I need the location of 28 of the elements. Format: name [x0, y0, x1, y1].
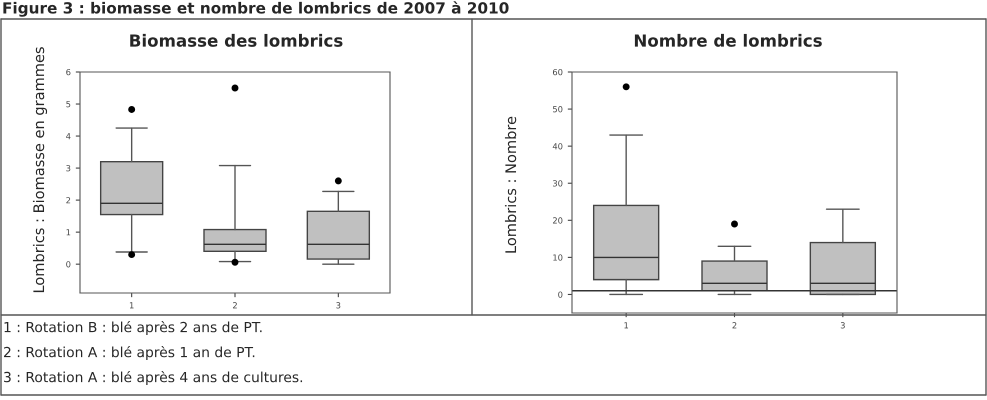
- y-tick-label: 50: [553, 106, 562, 112]
- y-tick-label: 10: [553, 254, 562, 261]
- x-tick-label: 2: [732, 322, 736, 328]
- x-tick-label: 1: [130, 302, 134, 308]
- y-tick-label: 1: [66, 229, 70, 236]
- y-axis-title: Lombrics : Biomasse en grammes: [32, 47, 48, 292]
- y-tick-label: 60: [552, 68, 562, 76]
- y-tick-label: 0: [558, 291, 562, 298]
- y-tick-label: 2: [66, 197, 70, 204]
- text: 2 : Rotation A : blé après 1 an de PT.: [4, 346, 254, 360]
- caption: Figure 3 : biomasse et nombre de lombrics de 2007 à 2010: [3, 1, 509, 17]
- x-tick-label: 1: [624, 322, 628, 328]
- x-tick-label: 2: [232, 302, 237, 308]
- y-tick-label: 30: [553, 180, 562, 187]
- x-tick-label: 3: [336, 302, 340, 308]
- chart-title: Biomasse des lombrics: [130, 34, 342, 47]
- y-tick-label: 6: [66, 68, 70, 76]
- text: 1 : Rotation B : blé après 2 ans de PT.: [4, 321, 262, 335]
- y-tick-label: 20: [552, 217, 562, 224]
- y-tick-label: 40: [552, 143, 562, 150]
- x-tick-label: 3: [840, 322, 845, 328]
- y-tick-label: 0: [66, 261, 70, 268]
- y-axis-title: Lombrics : Nombre: [504, 116, 516, 253]
- chart-title: Nombre de lombrics: [634, 34, 822, 47]
- y-tick-label: 5: [66, 101, 70, 108]
- text: 3 : Rotation A : blé après 4 ans de cultures.: [4, 371, 302, 385]
- y-tick-label: 4: [66, 133, 71, 140]
- y-tick-label: 3: [66, 165, 70, 172]
